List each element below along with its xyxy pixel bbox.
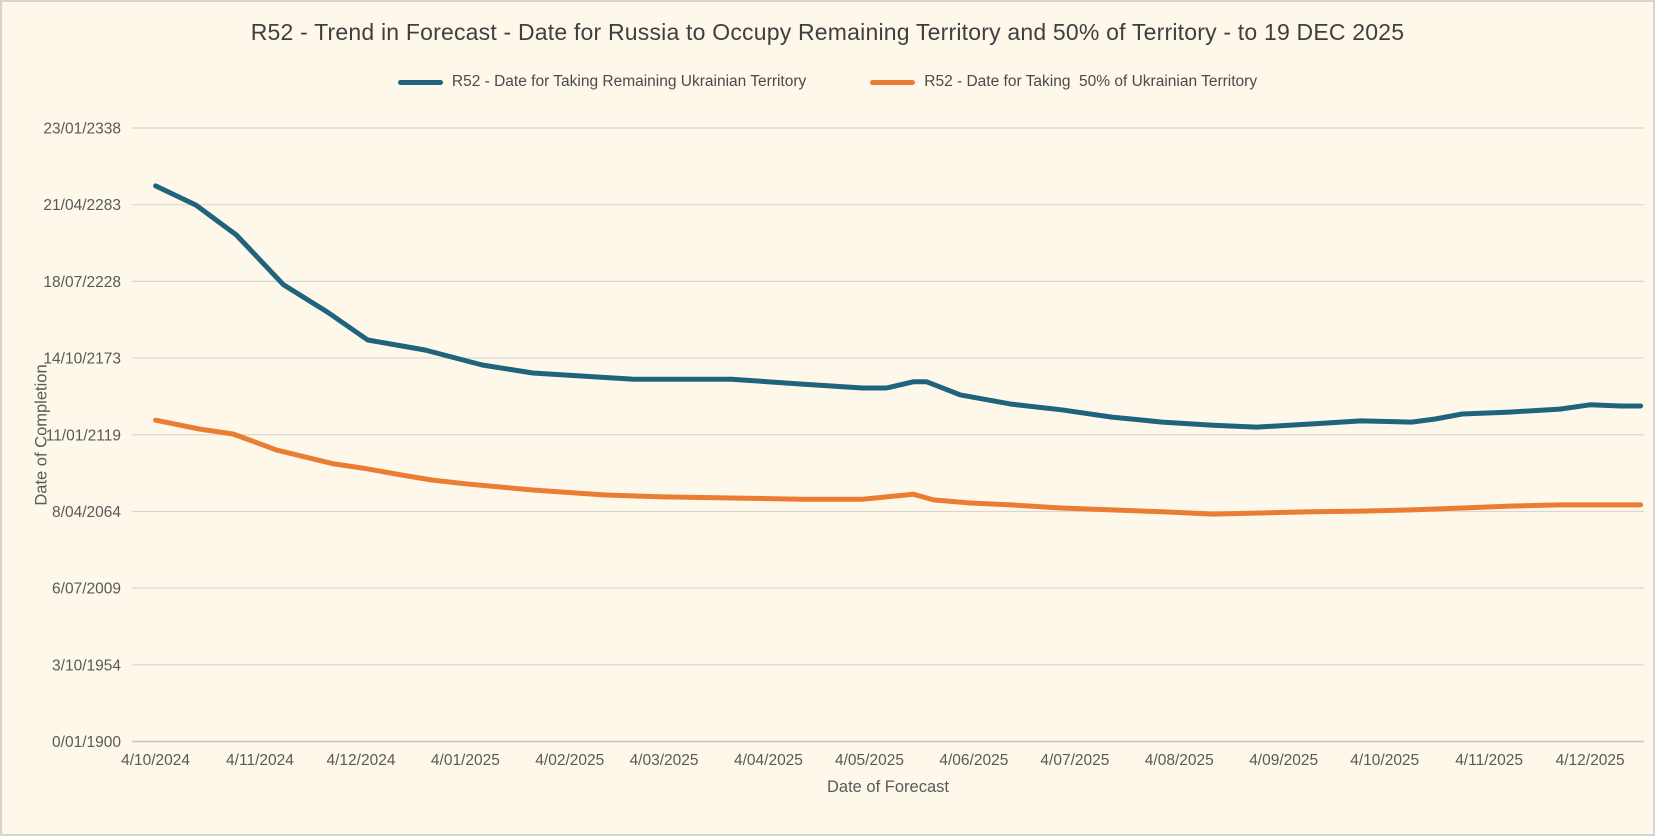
- y-tick-label: 21/04/2283: [43, 197, 121, 214]
- x-tick-label: 4/05/2025: [835, 752, 904, 769]
- legend-swatch-fifty-percent-territory-icon: [870, 79, 916, 85]
- series-line-remaining-territory[interactable]: [153, 183, 1644, 430]
- x-tick-label: 4/12/2025: [1556, 752, 1625, 769]
- series-line-fifty-percent-territory[interactable]: [153, 417, 1644, 517]
- x-tick-label: 4/01/2025: [431, 752, 500, 769]
- legend: R52 - Date for Taking Remaining Ukrainia…: [2, 73, 1653, 91]
- x-tick-label: 4/10/2024: [121, 752, 190, 769]
- x-tick-label: 4/11/2024: [226, 752, 294, 769]
- x-tick-label: 4/11/2025: [1455, 752, 1523, 769]
- y-tick-label: 0/01/1900: [52, 734, 121, 751]
- y-tick-label: 3/10/1954: [52, 657, 121, 674]
- x-tick-label: 4/09/2025: [1249, 752, 1318, 769]
- chart-title: R52 - Trend in Forecast - Date for Russi…: [250, 19, 1405, 45]
- x-tick-label: 4/02/2025: [535, 752, 604, 769]
- x-tick-label: 4/10/2025: [1350, 752, 1419, 769]
- legend-item-remaining-territory[interactable]: R52 - Date for Taking Remaining Ukrainia…: [397, 73, 807, 91]
- x-tick-label: 4/06/2025: [939, 752, 1008, 769]
- legend-item-fifty-percent-territory[interactable]: R52 - Date for Taking 50% of Ukrainian T…: [870, 73, 1257, 91]
- x-tick-label: 4/07/2025: [1040, 752, 1109, 769]
- y-tick-label: 14/10/2173: [43, 351, 121, 368]
- x-tick-label: 4/04/2025: [734, 752, 803, 769]
- x-axis-title: Date of Forecast: [827, 778, 949, 796]
- y-tick-label: 23/01/2338: [43, 121, 121, 138]
- x-tick-label: 4/03/2025: [630, 752, 699, 769]
- y-tick-label: 8/04/2064: [52, 504, 121, 521]
- legend-label-fifty-percent-territory: R52 - Date for Taking 50% of Ukrainian T…: [924, 73, 1258, 90]
- x-tick-label: 4/08/2025: [1145, 752, 1214, 769]
- x-tick-label: 4/12/2024: [327, 752, 396, 769]
- y-tick-label: 6/07/2009: [52, 581, 121, 598]
- y-axis-title: Date of Completion: [32, 364, 51, 506]
- legend-label-remaining-territory: R52 - Date for Taking Remaining Ukrainia…: [451, 73, 807, 90]
- y-tick-label: 18/07/2228: [43, 274, 121, 291]
- legend-swatch-remaining-territory-icon: [397, 79, 443, 85]
- y-tick-label: 11/01/2119: [46, 427, 121, 444]
